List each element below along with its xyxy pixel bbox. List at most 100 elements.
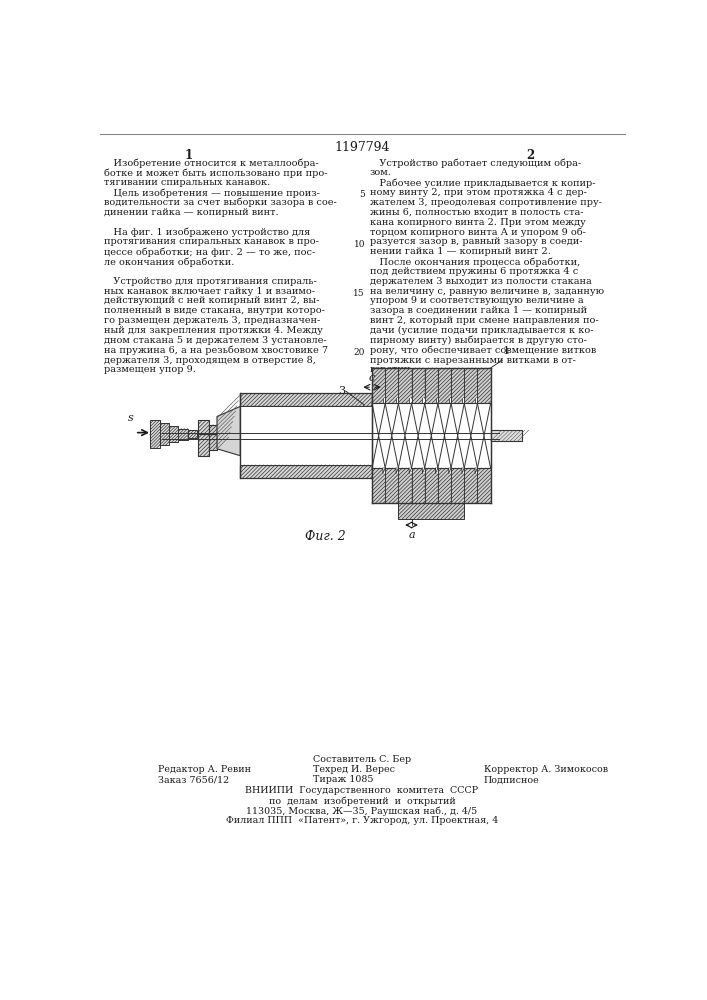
Text: 1197794: 1197794 xyxy=(334,141,390,154)
Text: полненный в виде стакана, внутри которо-: полненный в виде стакана, внутри которо- xyxy=(104,306,325,315)
Text: ному винту 2, при этом протяжка 4 с дер-: ному винту 2, при этом протяжка 4 с дер- xyxy=(370,188,587,197)
Text: 15: 15 xyxy=(354,289,365,298)
Bar xyxy=(409,398,411,403)
Bar xyxy=(398,368,411,403)
Bar xyxy=(411,368,425,403)
Text: под действием пружины 6 протяжка 4 с: под действием пружины 6 протяжка 4 с xyxy=(370,267,578,276)
Bar xyxy=(209,425,217,434)
Text: 3: 3 xyxy=(338,386,345,396)
Text: верстии.: верстии. xyxy=(370,365,414,374)
Bar xyxy=(398,503,464,519)
Bar xyxy=(383,398,385,403)
Bar xyxy=(464,468,477,503)
Text: зазора в соединении гайка 1 — копирный: зазора в соединении гайка 1 — копирный xyxy=(370,306,587,315)
Text: 20: 20 xyxy=(354,348,365,357)
Text: 10: 10 xyxy=(354,240,365,249)
Text: динении гайка — копирный винт.: динении гайка — копирный винт. xyxy=(104,208,279,217)
Text: размещен упор 9.: размещен упор 9. xyxy=(104,365,196,374)
Text: ВНИИПИ  Государственного  комитета  СССР: ВНИИПИ Государственного комитета СССР xyxy=(245,786,479,795)
Text: винт 2, который при смене направления по-: винт 2, который при смене направления по… xyxy=(370,316,598,325)
Text: рону, что обеспечивает совмещение витков: рону, что обеспечивает совмещение витков xyxy=(370,346,596,355)
Bar xyxy=(199,420,209,434)
Text: тягивании спиральных канавок.: тягивании спиральных канавок. xyxy=(104,178,270,187)
Text: ботке и может быть использовано при про-: ботке и может быть использовано при про- xyxy=(104,168,327,178)
Bar xyxy=(462,398,464,403)
Bar xyxy=(169,426,178,442)
Text: кана копирного винта 2. При этом между: кана копирного винта 2. При этом между xyxy=(370,218,585,227)
Bar xyxy=(199,434,209,456)
Bar xyxy=(396,398,398,403)
Text: жины 6, полностью входит в полость ста-: жины 6, полностью входит в полость ста- xyxy=(370,208,583,217)
Text: Заказ 7656/12: Заказ 7656/12 xyxy=(158,775,229,784)
Text: дачи (усилие подачи прикладывается к ко-: дачи (усилие подачи прикладывается к ко- xyxy=(370,326,593,335)
Text: протягивания спиральных канавок в про-: протягивания спиральных канавок в про- xyxy=(104,237,319,246)
Text: c: c xyxy=(369,373,375,383)
Text: жателем 3, преодолевая сопротивление пру-: жателем 3, преодолевая сопротивление пру… xyxy=(370,198,602,207)
Text: После окончания процесса обработки,: После окончания процесса обработки, xyxy=(370,257,580,267)
Text: на пружина 6, а на резьбовом хвостовике 7: на пружина 6, а на резьбовом хвостовике … xyxy=(104,346,328,355)
Text: 1: 1 xyxy=(185,149,193,162)
Text: нении гайка 1 — копирный винт 2.: нении гайка 1 — копирный винт 2. xyxy=(370,247,551,256)
Bar xyxy=(477,368,491,403)
Text: держателем 3 выходит из полости стакана: держателем 3 выходит из полости стакана xyxy=(370,277,592,286)
Bar xyxy=(464,368,477,403)
Bar xyxy=(438,468,451,503)
Text: Составитель С. Бер: Составитель С. Бер xyxy=(313,755,411,764)
Bar xyxy=(385,468,398,503)
Bar xyxy=(491,430,522,441)
Bar xyxy=(385,368,398,403)
Bar xyxy=(477,468,491,503)
Bar xyxy=(411,468,425,503)
Bar xyxy=(409,468,411,473)
Bar xyxy=(438,368,451,403)
Text: упором 9 и соответствующую величине а: упором 9 и соответствующую величине а xyxy=(370,296,583,305)
Bar xyxy=(383,468,385,473)
Bar xyxy=(436,468,438,473)
Text: по  делам  изобретений  и  открытий: по делам изобретений и открытий xyxy=(269,796,455,806)
Text: На фиг. 1 изображено устройство для: На фиг. 1 изображено устройство для xyxy=(104,227,310,237)
Bar xyxy=(209,434,217,450)
Text: Цель изобретения — повышение произ-: Цель изобретения — повышение произ- xyxy=(104,188,320,198)
Text: Редактор А. Ревин: Редактор А. Ревин xyxy=(158,765,251,774)
Text: Подписное: Подписное xyxy=(484,775,539,784)
Text: держателя 3, проходящем в отверстие 8,: держателя 3, проходящем в отверстие 8, xyxy=(104,356,316,365)
Bar xyxy=(178,429,187,440)
Bar xyxy=(422,468,425,473)
Bar xyxy=(462,468,464,473)
Text: 5: 5 xyxy=(359,190,365,199)
Bar xyxy=(372,368,385,403)
Text: разуется зазор в, равный зазору в соеди-: разуется зазор в, равный зазору в соеди- xyxy=(370,237,582,246)
Bar xyxy=(449,468,451,473)
Text: ных канавок включает гайку 1 и взаимо-: ных канавок включает гайку 1 и взаимо- xyxy=(104,287,315,296)
Text: дном стакана 5 и держателем 3 установле-: дном стакана 5 и держателем 3 установле- xyxy=(104,336,327,345)
Text: водительности за счет выборки зазора в сое-: водительности за счет выборки зазора в с… xyxy=(104,198,337,207)
Bar xyxy=(398,468,411,503)
Text: ле окончания обработки.: ле окончания обработки. xyxy=(104,257,234,267)
Text: Тираж 1085: Тираж 1085 xyxy=(313,775,373,784)
Text: Техред И. Верес: Техред И. Верес xyxy=(313,765,395,774)
Text: торцом копирного винта А и упором 9 об-: торцом копирного винта А и упором 9 об- xyxy=(370,227,585,237)
Bar xyxy=(240,393,372,406)
Text: 2: 2 xyxy=(526,149,534,162)
Bar xyxy=(425,468,438,503)
Text: 1: 1 xyxy=(502,346,509,356)
Text: пирному винту) выбирается в другую сто-: пирному винту) выбирается в другую сто- xyxy=(370,336,587,345)
Bar xyxy=(425,368,438,403)
Bar xyxy=(436,398,438,403)
Text: зом.: зом. xyxy=(370,168,392,177)
Text: Изобретение относится к металлообра-: Изобретение относится к металлообра- xyxy=(104,158,318,168)
Text: действующий с ней копирный винт 2, вы-: действующий с ней копирный винт 2, вы- xyxy=(104,296,320,305)
Text: на величину с, равную величине в, заданную: на величину с, равную величине в, заданн… xyxy=(370,287,604,296)
Text: Филиал ППП  «Патент», г. Ужгород, ул. Проектная, 4: Филиал ППП «Патент», г. Ужгород, ул. Про… xyxy=(226,816,498,825)
Text: протяжки с нарезанными витками в от-: протяжки с нарезанными витками в от- xyxy=(370,356,575,365)
Bar xyxy=(396,468,398,473)
Text: Рабочее усилие прикладывается к копир-: Рабочее усилие прикладывается к копир- xyxy=(370,178,595,188)
Bar xyxy=(451,368,464,403)
Bar xyxy=(451,468,464,503)
Text: ный для закрепления протяжки 4. Между: ный для закрепления протяжки 4. Между xyxy=(104,326,323,335)
Bar xyxy=(372,468,385,503)
Text: a: a xyxy=(408,530,415,540)
Bar xyxy=(475,398,477,403)
Text: Корректор А. Зимокосов: Корректор А. Зимокосов xyxy=(484,765,608,774)
Bar xyxy=(449,398,451,403)
